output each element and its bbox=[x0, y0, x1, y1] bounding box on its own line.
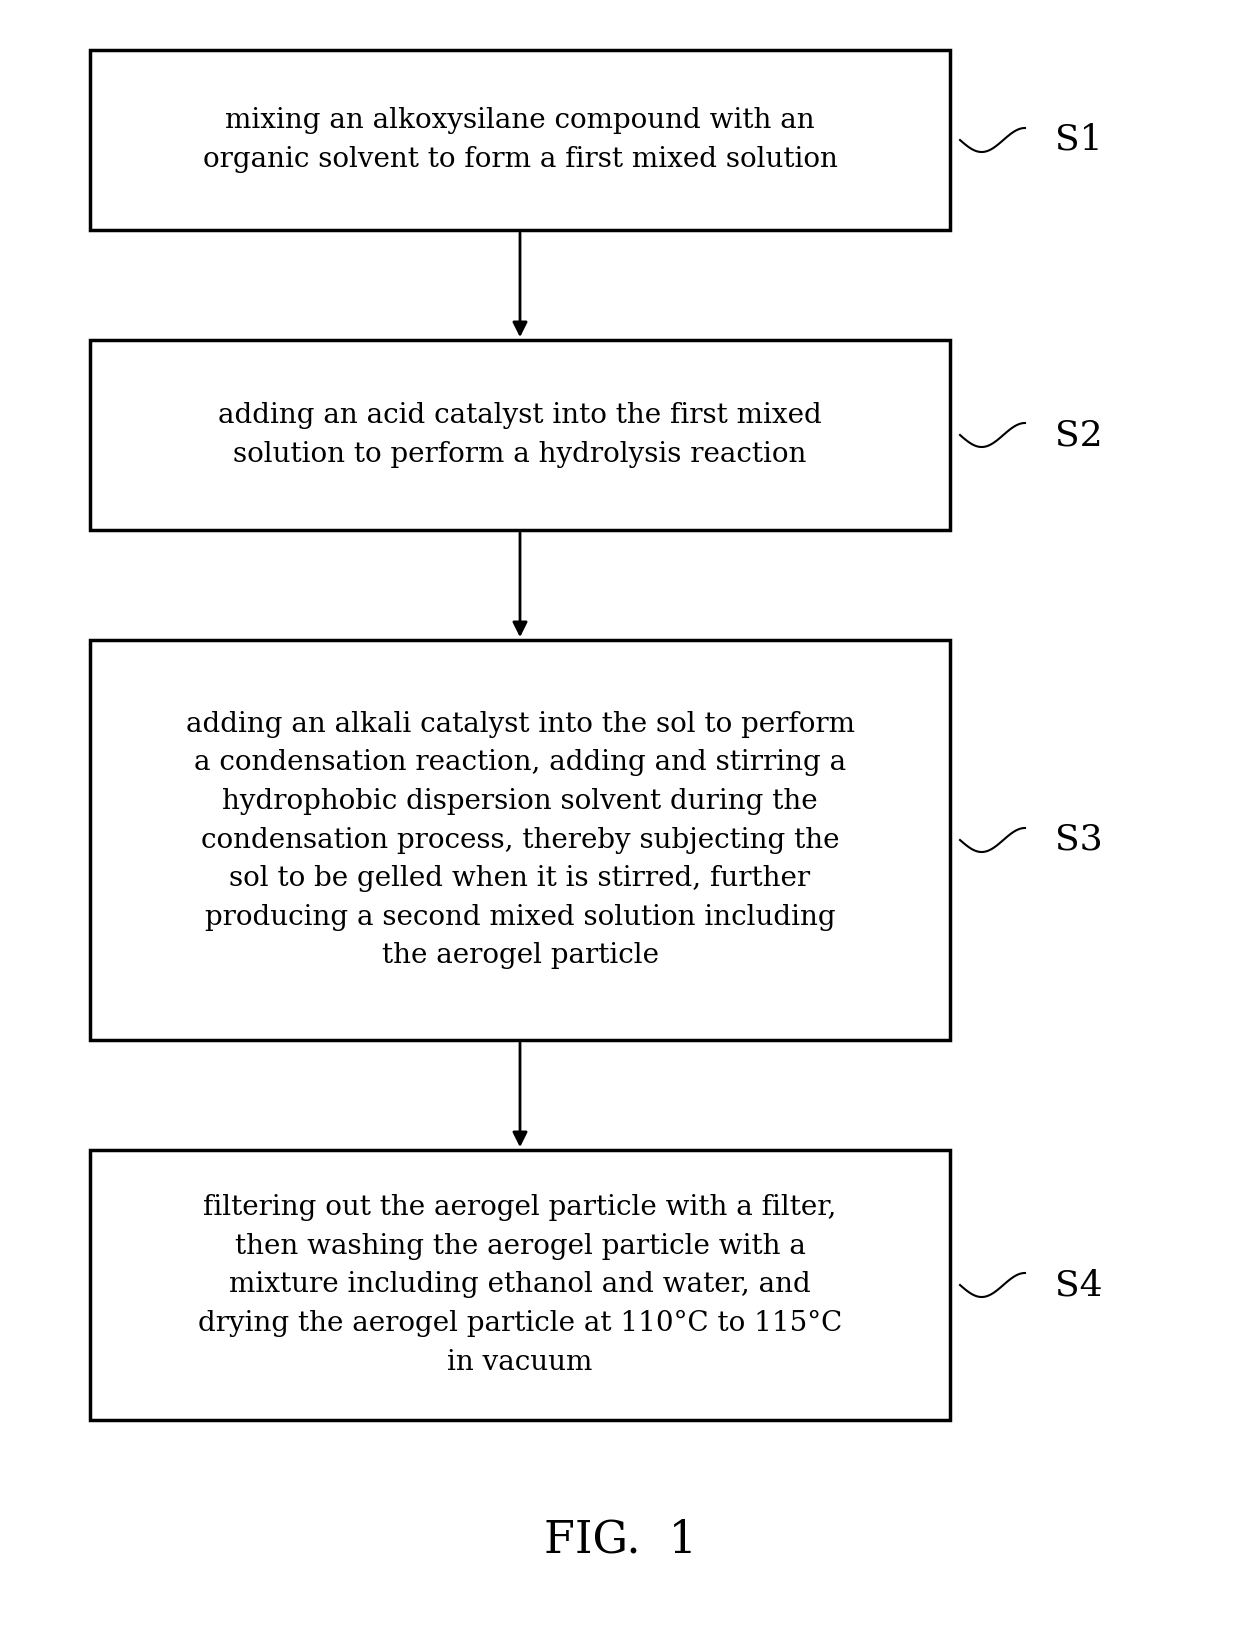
Text: mixing an alkoxysilane compound with an
organic solvent to form a first mixed so: mixing an alkoxysilane compound with an … bbox=[202, 107, 837, 173]
Bar bbox=[91, 340, 950, 530]
Text: FIG.  1: FIG. 1 bbox=[543, 1518, 697, 1561]
Bar bbox=[91, 50, 950, 229]
Text: S2: S2 bbox=[1055, 417, 1102, 452]
Text: filtering out the aerogel particle with a filter,
then washing the aerogel parti: filtering out the aerogel particle with … bbox=[198, 1195, 842, 1376]
Text: adding an alkali catalyst into the sol to perform
a condensation reaction, addin: adding an alkali catalyst into the sol t… bbox=[186, 711, 854, 969]
Text: S4: S4 bbox=[1055, 1267, 1102, 1302]
Text: adding an acid catalyst into the first mixed
solution to perform a hydrolysis re: adding an acid catalyst into the first m… bbox=[218, 403, 822, 469]
Bar bbox=[91, 640, 950, 1040]
Text: S3: S3 bbox=[1055, 823, 1102, 856]
Bar bbox=[91, 1150, 950, 1421]
Text: S1: S1 bbox=[1055, 124, 1102, 157]
